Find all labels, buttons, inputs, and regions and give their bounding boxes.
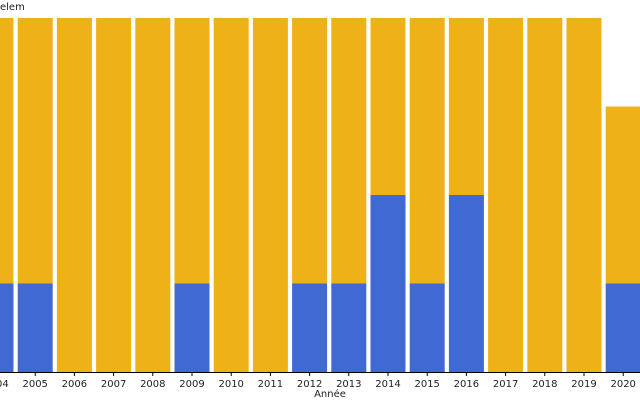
x-tick-label-2016: 2016 — [454, 379, 479, 390]
bar-2016-series-1 — [448, 18, 484, 195]
x-tick-label-2010: 2010 — [218, 379, 243, 390]
bar-2014-series-0 — [370, 195, 406, 372]
x-tick-label-2011: 2011 — [258, 379, 283, 390]
bar-2019-series-1 — [566, 18, 602, 372]
bar-2010-series-1 — [213, 18, 249, 372]
x-tick-label-2014: 2014 — [375, 379, 400, 390]
x-tick-label-2007: 2007 — [101, 379, 126, 390]
x-tick-label-2018: 2018 — [532, 379, 557, 390]
bar-2011-series-1 — [252, 18, 288, 372]
bar-2005-series-1 — [17, 18, 53, 284]
bar-2004-series-1 — [0, 18, 14, 284]
bar-2009-series-1 — [174, 18, 210, 284]
bar-2015-series-1 — [409, 18, 445, 284]
x-tick-label-2013: 2013 — [336, 379, 361, 390]
x-tick-label-2012: 2012 — [297, 379, 322, 390]
x-tick-label-2005: 2005 — [22, 379, 47, 390]
x-axis-title: Année — [314, 388, 346, 400]
bar-2004-series-0 — [0, 283, 14, 372]
x-tick-label-2008: 2008 — [140, 379, 165, 390]
bar-2013-series-0 — [331, 283, 367, 372]
x-tick-label-2020: 2020 — [610, 379, 635, 390]
y-axis-title-fragment: elem — [0, 2, 25, 13]
bar-2012-series-0 — [292, 283, 328, 372]
bar-2006-series-1 — [56, 18, 92, 372]
bar-2013-series-1 — [331, 18, 367, 284]
bar-2012-series-1 — [292, 18, 328, 284]
x-tick-label-2009: 2009 — [179, 379, 204, 390]
bar-2014-series-1 — [370, 18, 406, 195]
x-axis: 2004 2005 2006 2007 2008 2009 2010 2011 2012 2013… — [0, 372, 640, 390]
x-tick-label-2015: 2015 — [414, 379, 439, 390]
bar-2007-series-1 — [96, 18, 132, 372]
bar-2016-series-0 — [448, 195, 484, 372]
x-tick-label-2006: 2006 — [62, 379, 87, 390]
x-tick-label-2017: 2017 — [493, 379, 518, 390]
bar-2005-series-0 — [17, 283, 53, 372]
bar-2008-series-1 — [135, 18, 171, 372]
bar-2009-series-0 — [174, 283, 210, 372]
bars-group — [0, 18, 640, 372]
bar-2020-series-0 — [605, 283, 640, 372]
bar-2017-series-1 — [488, 18, 524, 372]
x-tick-label-2019: 2019 — [571, 379, 596, 390]
bar-2018-series-1 — [527, 18, 563, 372]
bar-2020-series-1 — [605, 106, 640, 284]
x-ticks: 2004 2005 2006 2007 2008 2009 2010 2011 2012 2013… — [0, 372, 636, 390]
bar-2015-series-0 — [409, 283, 445, 372]
x-tick-label-2004: 2004 — [0, 379, 9, 390]
